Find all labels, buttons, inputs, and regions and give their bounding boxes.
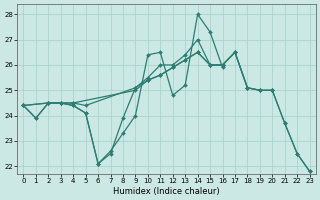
X-axis label: Humidex (Indice chaleur): Humidex (Indice chaleur) [113,187,220,196]
